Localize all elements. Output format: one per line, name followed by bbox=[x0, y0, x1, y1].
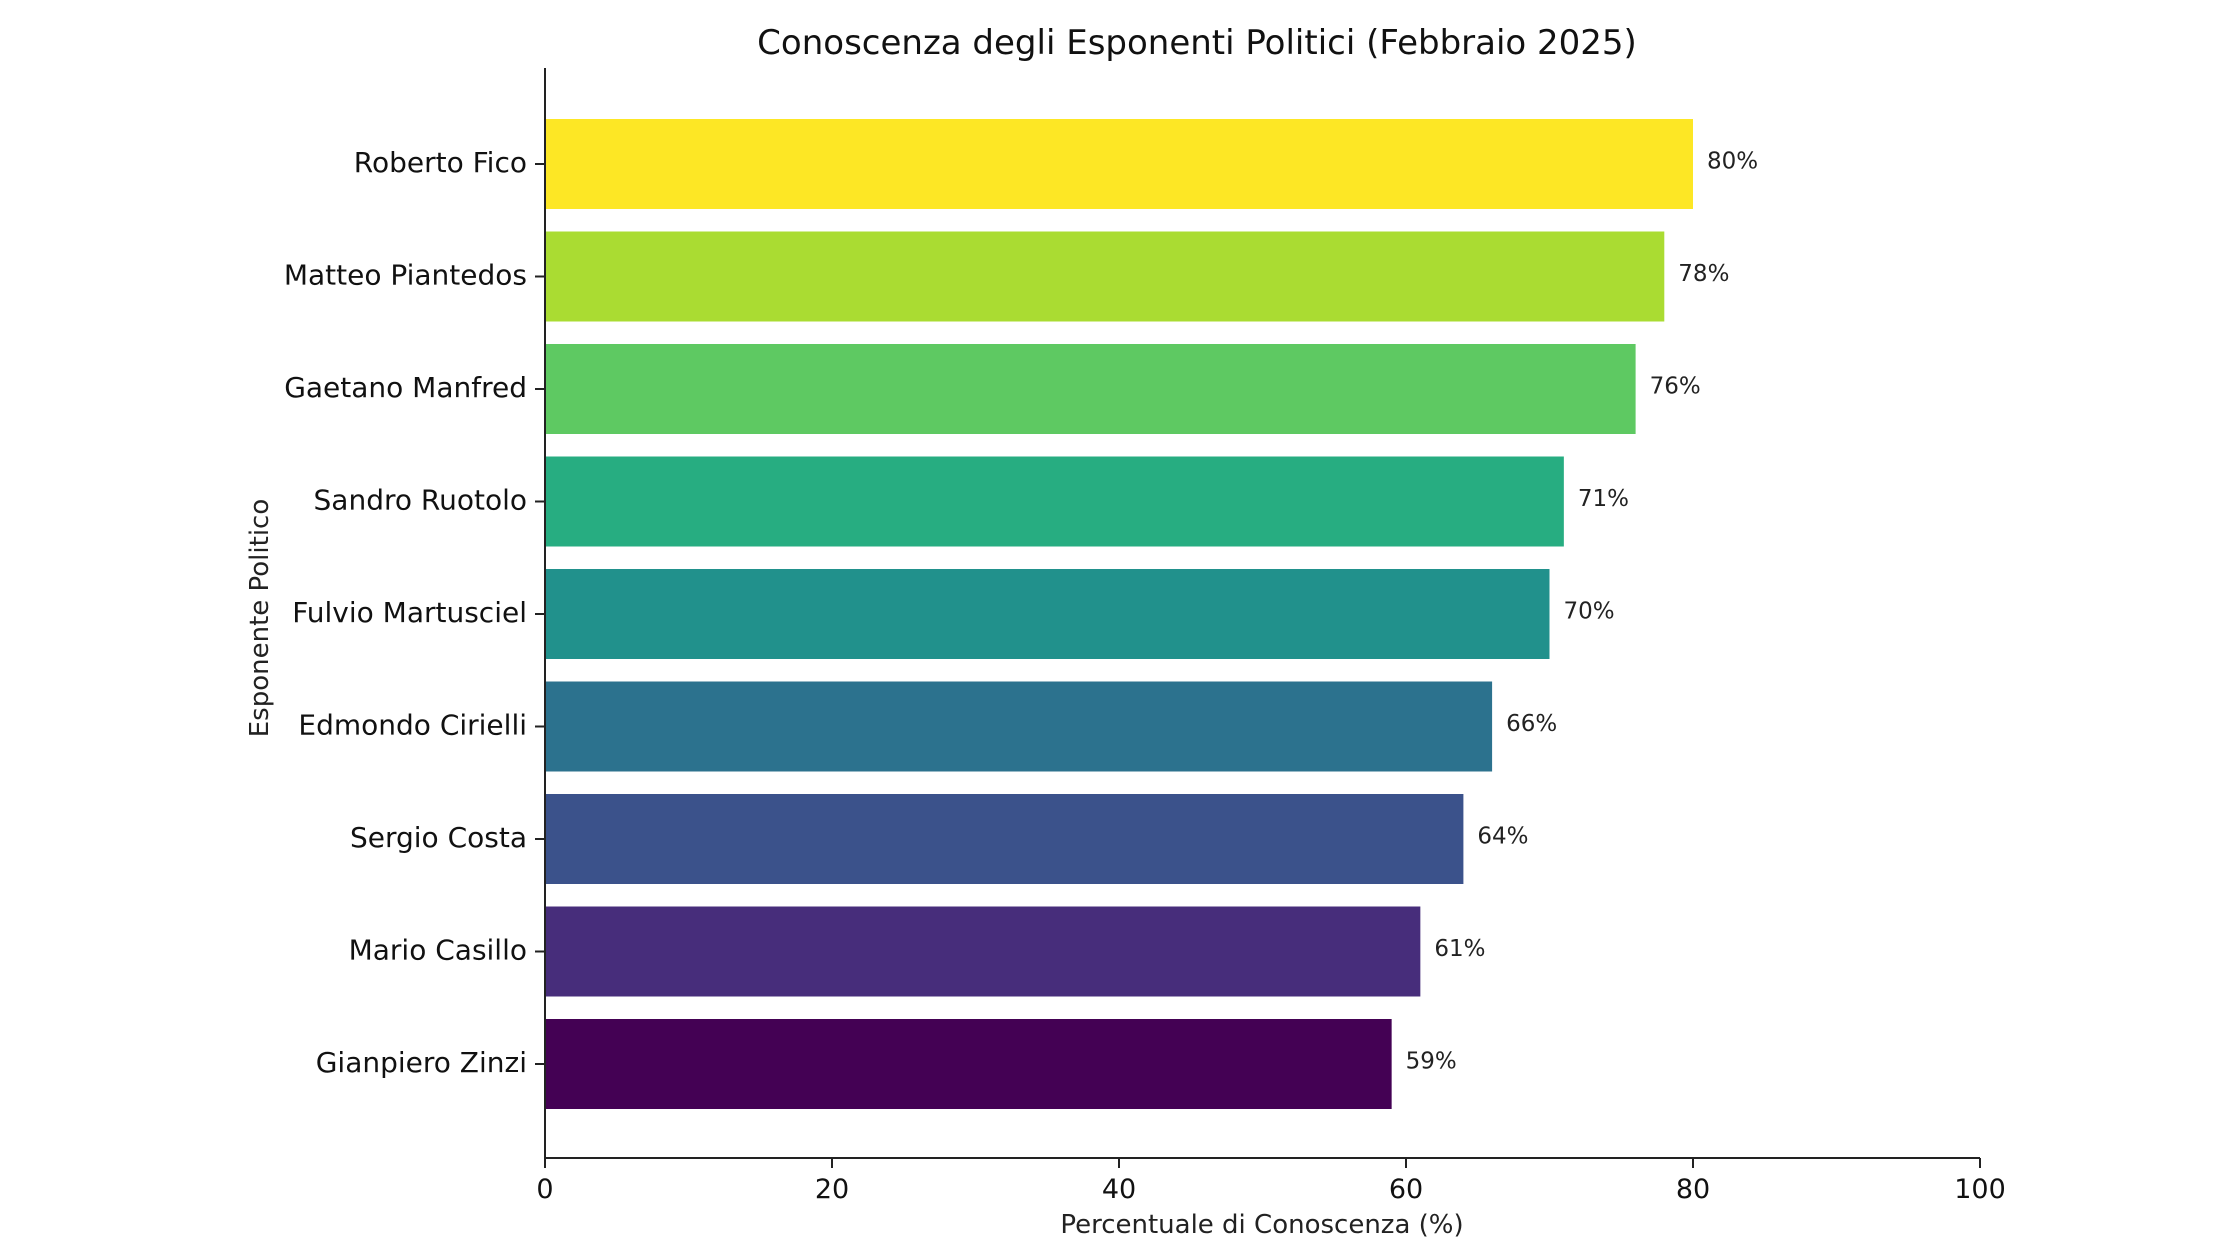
x-tick-label-5: 100 bbox=[1954, 1174, 2006, 1205]
x-tick-label-2: 40 bbox=[1102, 1174, 1136, 1205]
y-tick-label-6: Sergio Costa bbox=[350, 821, 527, 854]
y-tick-label-1: Matteo Piantedos bbox=[284, 259, 527, 292]
bars-layer bbox=[545, 119, 1693, 1109]
bar-5 bbox=[545, 681, 1493, 772]
value-label-6: 64% bbox=[1477, 824, 1528, 850]
x-tick-label-1: 20 bbox=[815, 1174, 849, 1205]
y-tick-label-4: Fulvio Martusciel bbox=[292, 596, 527, 629]
value-label-2: 76% bbox=[1650, 374, 1701, 400]
y-axis-label: Esponente Politico bbox=[245, 499, 275, 738]
bar-7 bbox=[545, 906, 1421, 997]
value-label-3: 71% bbox=[1578, 486, 1629, 512]
bar-4 bbox=[545, 569, 1550, 659]
x-tick-label-3: 60 bbox=[1389, 1174, 1423, 1205]
bar-2 bbox=[545, 344, 1636, 434]
chart-title: Conoscenza degli Esponenti Politici (Feb… bbox=[757, 23, 1637, 63]
value-labels-layer: 80% 78% 76% 71% 70% 66% 64% 61% 59% bbox=[1406, 149, 1758, 1075]
bar-1 bbox=[545, 231, 1665, 322]
y-tick-label-5: Edmondo Cirielli bbox=[298, 709, 527, 742]
y-tick-label-2: Gaetano Manfred bbox=[284, 371, 527, 404]
bar-3 bbox=[545, 456, 1564, 547]
y-tick-label-0: Roberto Fico bbox=[354, 146, 527, 179]
value-label-1: 78% bbox=[1678, 261, 1729, 287]
x-tick-label-0: 0 bbox=[536, 1174, 553, 1205]
value-label-5: 66% bbox=[1506, 711, 1557, 737]
y-axis: Roberto Fico Matteo Piantedos Gaetano Manf… bbox=[284, 68, 546, 1158]
x-tick-label-4: 80 bbox=[1676, 1174, 1710, 1205]
y-tick-label-7: Mario Casillo bbox=[349, 934, 527, 967]
x-ticks: 0 20 40 60 80 100 bbox=[536, 1158, 2006, 1205]
bar-0 bbox=[545, 119, 1693, 209]
x-axis-label: Percentuale di Conoscenza (%) bbox=[1060, 1210, 1463, 1240]
value-label-4: 70% bbox=[1564, 599, 1615, 625]
bar-6 bbox=[545, 794, 1464, 884]
value-label-8: 59% bbox=[1406, 1049, 1457, 1075]
value-label-7: 61% bbox=[1434, 936, 1485, 962]
y-tick-label-8: Gianpiero Zinzi bbox=[316, 1046, 527, 1079]
bar-8 bbox=[545, 1019, 1392, 1109]
y-tick-label-3: Sandro Ruotolo bbox=[314, 484, 527, 517]
value-label-0: 80% bbox=[1707, 149, 1758, 175]
x-axis: 0 20 40 60 80 100 bbox=[536, 1157, 2006, 1205]
y-ticks: Roberto Fico Matteo Piantedos Gaetano Manf… bbox=[284, 146, 545, 1079]
